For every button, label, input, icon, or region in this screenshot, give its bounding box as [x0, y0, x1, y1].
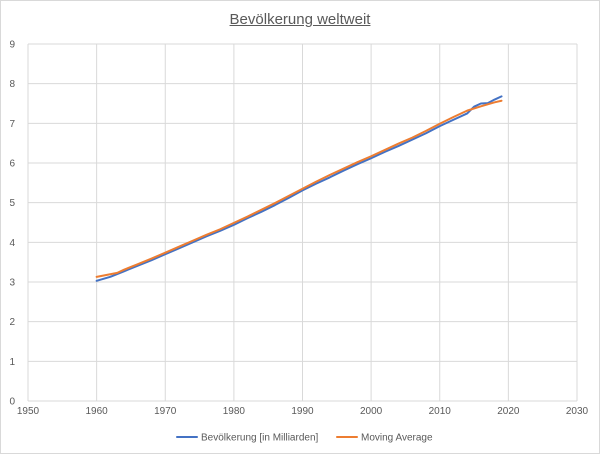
x-tick-label: 1960	[86, 406, 109, 417]
y-tick-label: 0	[9, 397, 15, 408]
legend: Bevölkerung [in Milliarden] Moving Averag…	[176, 433, 433, 444]
chart-title: Bevölkerung weltweit	[229, 11, 371, 28]
y-tick-label: 6	[9, 159, 15, 170]
legend-label-moving-average: Moving Average	[361, 433, 433, 444]
x-tick-label: 2030	[566, 406, 589, 417]
x-tick-label: 2010	[429, 406, 452, 417]
series-line-population	[95, 95, 503, 282]
grid-layer	[27, 43, 578, 402]
x-tick-label: 1990	[291, 406, 314, 417]
y-tick-label: 8	[9, 79, 15, 90]
y-tick-label: 9	[9, 40, 15, 51]
y-tick-label: 3	[9, 278, 15, 289]
axis-label-layer: 0 1 2 3 4 5 6 7 8 9 1950 1960 1970 1980 1990 2000 2010 20…	[9, 40, 588, 418]
y-tick-label: 7	[9, 119, 15, 130]
x-tick-label: 2020	[497, 406, 520, 417]
x-tick-label: 1980	[223, 406, 246, 417]
x-tick-label: 2000	[360, 406, 383, 417]
y-tick-label: 4	[9, 238, 15, 249]
x-tick-label: 1950	[17, 406, 40, 417]
y-tick-label: 2	[9, 317, 15, 328]
y-tick-label: 1	[9, 357, 15, 368]
series-layer	[95, 95, 503, 282]
x-tick-label: 1970	[154, 406, 177, 417]
legend-label-population: Bevölkerung [in Milliarden]	[201, 433, 319, 444]
y-tick-label: 5	[9, 198, 15, 209]
series-line-moving-average	[95, 99, 503, 278]
